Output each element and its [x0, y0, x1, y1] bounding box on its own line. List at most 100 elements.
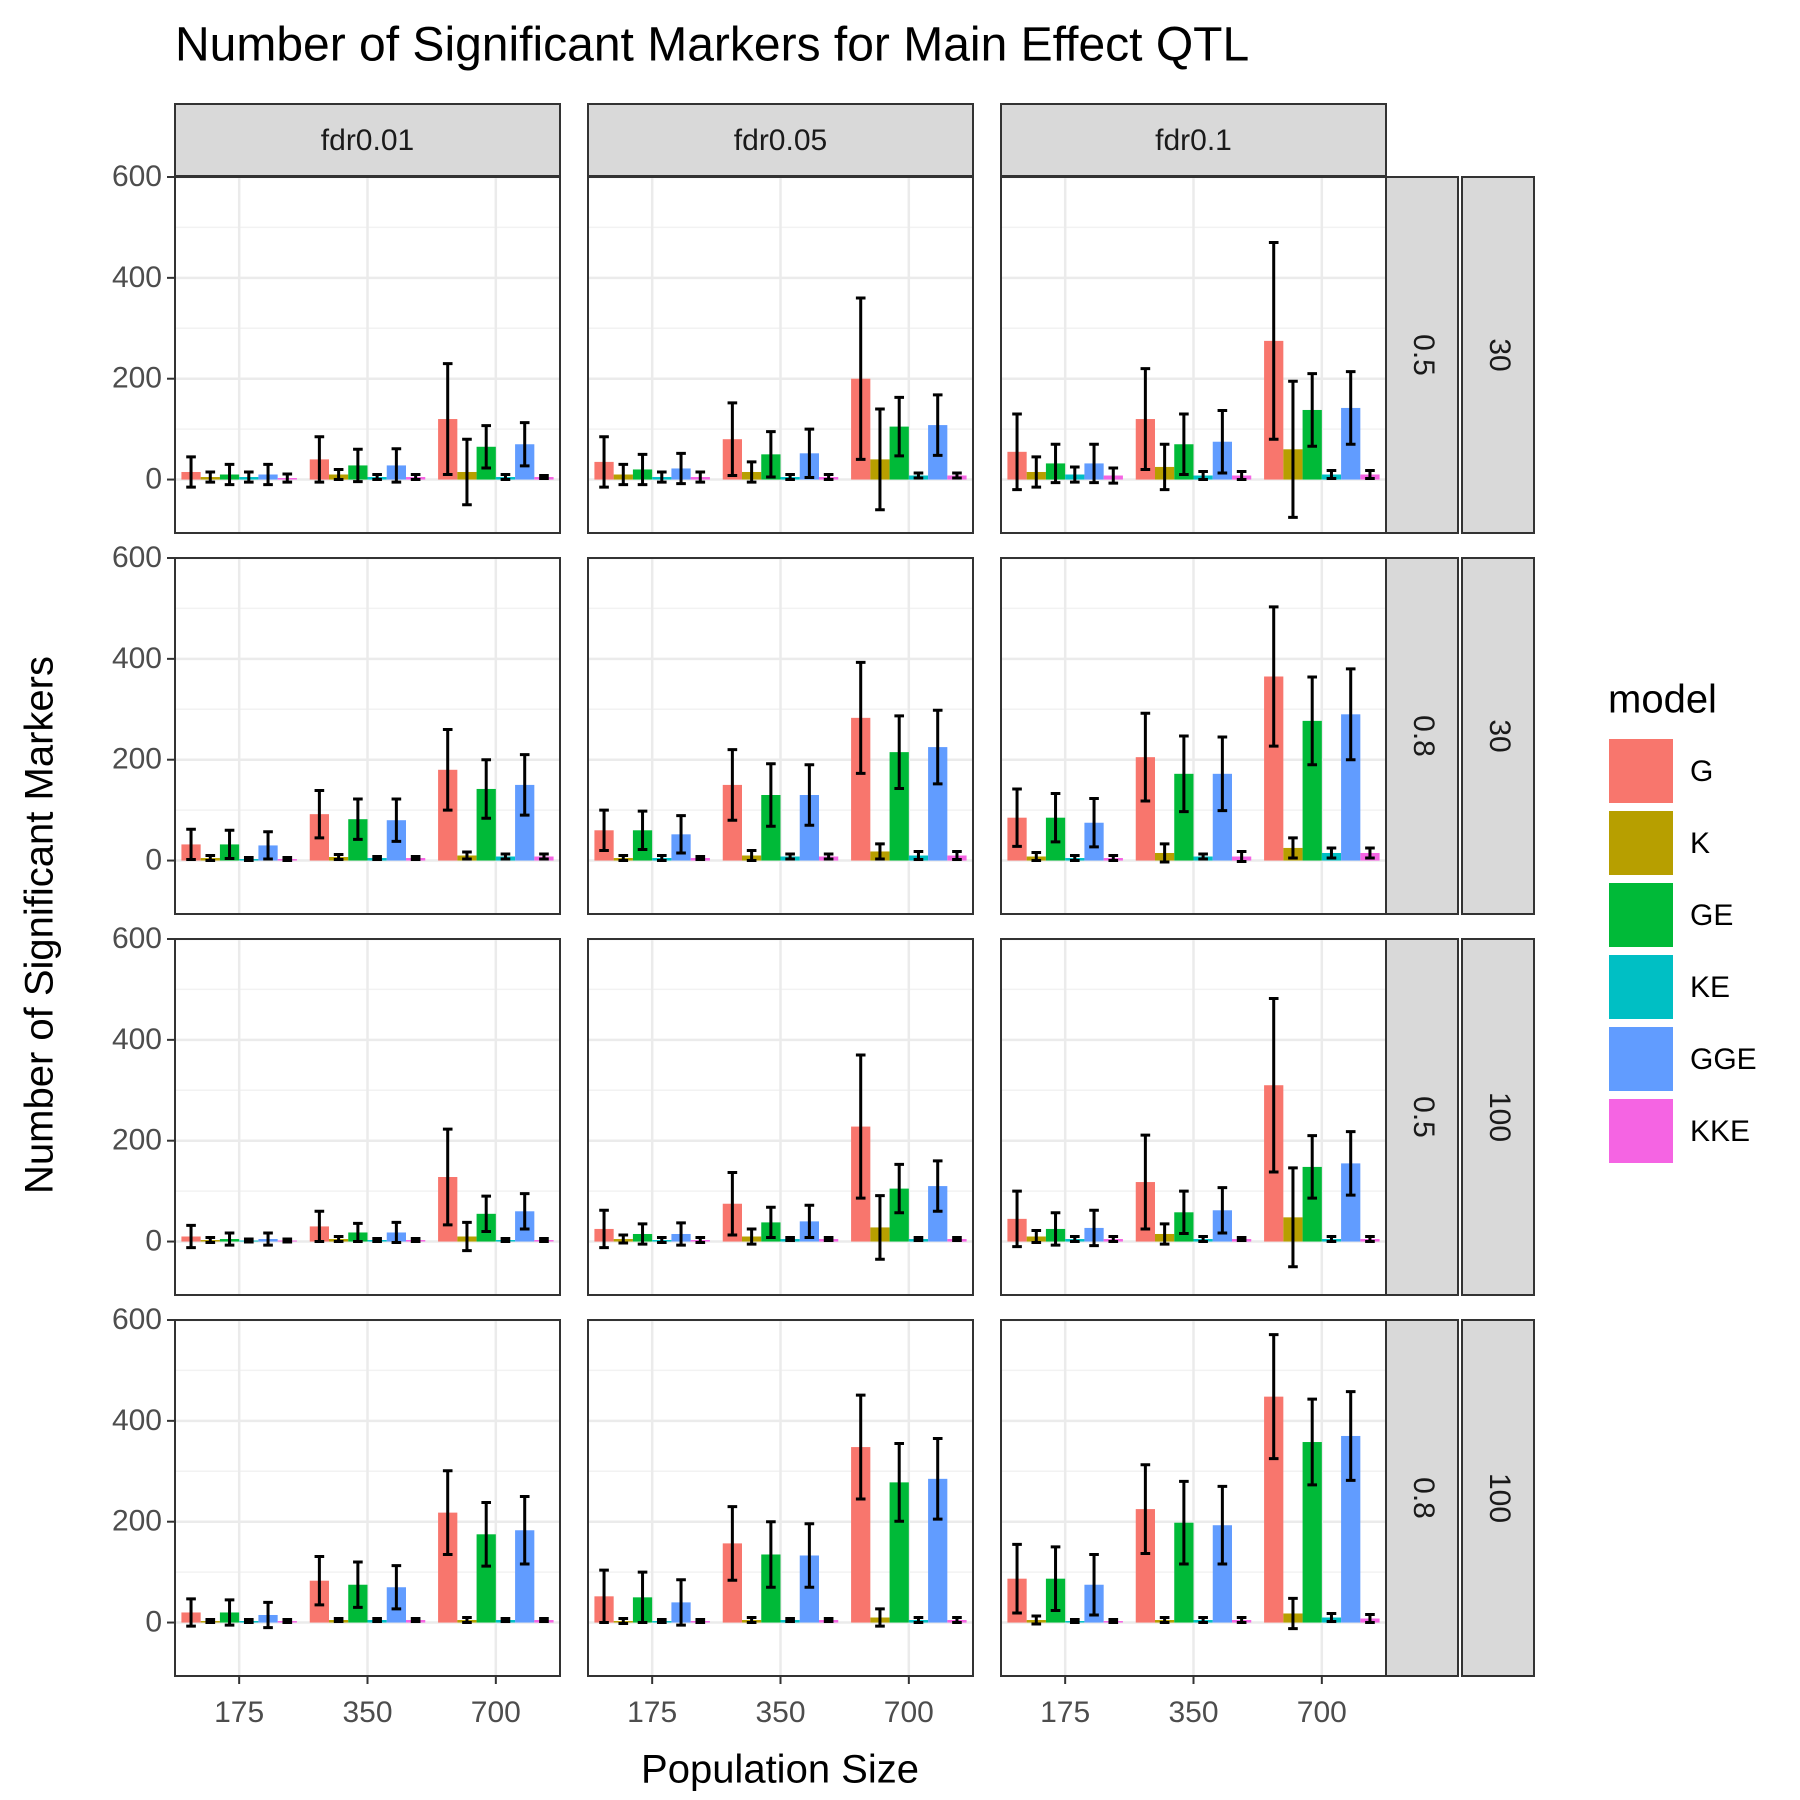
- error-bar: [695, 1236, 706, 1245]
- error-bar: [618, 1617, 629, 1626]
- error-bar: [1108, 1235, 1119, 1244]
- error-bar: [952, 471, 962, 480]
- x-tick-label: 350: [1168, 1696, 1218, 1729]
- error-bar: [442, 362, 453, 477]
- bar: [1341, 1163, 1361, 1242]
- error-bar: [1179, 734, 1189, 814]
- error-bar: [1307, 1397, 1318, 1487]
- bar: [1341, 1435, 1361, 1623]
- error-bar: [205, 1618, 216, 1625]
- facet-label: fdr0.01: [321, 124, 414, 157]
- bar: [438, 769, 458, 861]
- bar: [438, 1512, 458, 1623]
- y-tick-label: 600: [112, 160, 162, 193]
- x-tick-label: 175: [214, 1696, 264, 1729]
- facet-label: 100: [1483, 1092, 1516, 1142]
- error-bar: [391, 447, 402, 484]
- panel-border: [174, 938, 561, 1296]
- panel: [175, 1320, 560, 1676]
- chart-title: Number of Significant Markers for Main E…: [175, 19, 1249, 72]
- error-bar: [695, 1618, 706, 1625]
- error-bar: [410, 855, 421, 862]
- bar: [928, 1478, 948, 1623]
- error-bar: [1217, 735, 1228, 813]
- error-bar: [746, 848, 757, 863]
- error-bar: [1050, 442, 1061, 485]
- error-bar: [1089, 797, 1099, 849]
- error-bar: [1236, 849, 1247, 864]
- error-bar: [1345, 370, 1356, 446]
- error-bar: [746, 1227, 757, 1246]
- error-bar: [1236, 1616, 1247, 1625]
- error-bar: [282, 1237, 293, 1244]
- error-bar: [932, 1159, 943, 1213]
- error-bar: [481, 1194, 492, 1233]
- panel: [1001, 558, 1386, 914]
- y-tick-label: 0: [145, 1605, 162, 1638]
- bar: [1264, 676, 1284, 861]
- error-bar: [243, 856, 254, 863]
- bar: [928, 1186, 948, 1242]
- error-bar: [1140, 367, 1151, 471]
- error-bar: [637, 1570, 648, 1625]
- error-bar: [894, 1442, 905, 1523]
- legend-label: K: [1690, 827, 1710, 860]
- facet-strip: [1461, 176, 1535, 534]
- error-bar: [1179, 412, 1189, 477]
- error-bar: [519, 1494, 530, 1566]
- error-bar: [391, 1564, 402, 1611]
- error-bar: [519, 753, 530, 817]
- error-bar: [500, 1237, 511, 1244]
- error-bar: [804, 427, 815, 480]
- y-tick-label: 400: [112, 261, 162, 294]
- error-bar: [1108, 1618, 1119, 1625]
- error-bar: [519, 1192, 530, 1231]
- error-bar: [599, 808, 609, 852]
- legend-label: G: [1690, 755, 1713, 788]
- x-tick-label: 175: [627, 1696, 677, 1729]
- panel: [588, 939, 973, 1295]
- error-bar: [1031, 850, 1042, 863]
- error-bar: [539, 1617, 549, 1624]
- bar: [515, 1530, 535, 1623]
- error-bar: [785, 1617, 795, 1624]
- error-bar: [263, 1600, 273, 1630]
- error-bar: [855, 296, 866, 461]
- error-bar: [727, 1505, 738, 1582]
- error-bar: [243, 470, 254, 484]
- x-axis-label: Population Size: [641, 1748, 919, 1792]
- facet-label: 0.8: [1407, 715, 1440, 757]
- panel-border: [1000, 557, 1387, 915]
- error-bar: [1140, 1133, 1151, 1231]
- bar: [851, 717, 871, 861]
- bar: [1341, 714, 1361, 861]
- facet-label: 100: [1483, 1473, 1516, 1523]
- panel: [1001, 939, 1386, 1295]
- error-bar: [913, 471, 924, 480]
- error-bar: [727, 1170, 738, 1237]
- error-bar: [391, 797, 402, 843]
- error-bar: [823, 473, 834, 482]
- error-bar: [656, 1618, 667, 1625]
- error-bar: [462, 437, 472, 507]
- error-bar: [1288, 1166, 1298, 1269]
- error-bar: [1012, 1542, 1022, 1615]
- error-bar: [263, 462, 273, 487]
- error-bar: [1050, 1211, 1061, 1247]
- error-bar: [637, 452, 648, 487]
- error-bar: [766, 1205, 776, 1240]
- panel-border: [174, 176, 561, 534]
- legend-swatch: [1607, 809, 1675, 877]
- error-bar: [804, 1522, 815, 1589]
- y-tick-label: 200: [112, 743, 162, 776]
- y-tick-label: 400: [112, 642, 162, 675]
- error-bar: [695, 855, 706, 862]
- error-bar: [372, 1237, 382, 1244]
- bar: [722, 784, 742, 861]
- error-bar: [353, 1560, 363, 1609]
- error-bar: [372, 1617, 382, 1624]
- bar: [1302, 1166, 1322, 1242]
- error-bar: [1268, 1333, 1279, 1461]
- error-bar: [1012, 412, 1022, 492]
